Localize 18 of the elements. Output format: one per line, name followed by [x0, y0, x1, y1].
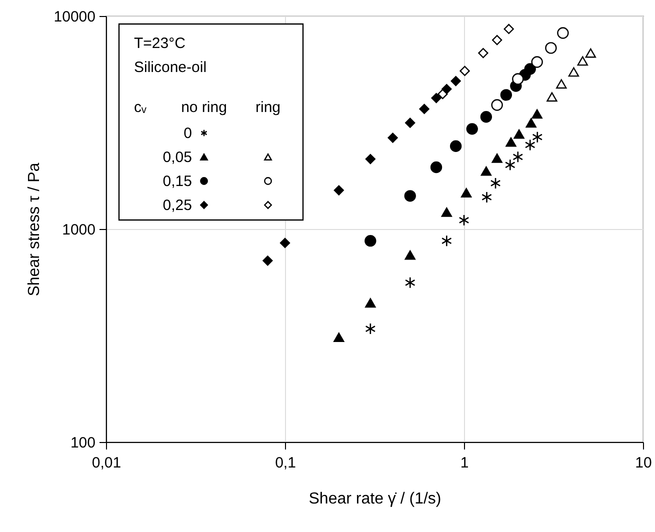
y-tick-label: 1000 [62, 222, 96, 238]
annotation: T=23°C [134, 35, 186, 52]
annotation: ring [255, 99, 281, 116]
y-tick-label: 100 [70, 434, 96, 452]
annotation: cᵥ [134, 99, 146, 116]
annotation: Silicone-oil [134, 59, 207, 76]
y-axis-title: Shear stress τ / Pa [26, 162, 43, 296]
y-tick-label: 10000 [54, 8, 96, 26]
legend-label: 0,15 [162, 173, 192, 190]
legend-label: 0,05 [162, 149, 192, 166]
x-tick-label: 0,1 [275, 454, 296, 472]
x-tick-label: 0,01 [92, 454, 122, 472]
x-axis-title: Shear rate γ̇ / (1/s) [308, 490, 442, 508]
legend-label: 0 [184, 125, 192, 142]
legend-label: 0,25 [162, 197, 192, 214]
annotation: no ring [181, 99, 227, 116]
x-tick-label: 10 [635, 454, 652, 472]
x-tick-label: 1 [460, 454, 469, 472]
